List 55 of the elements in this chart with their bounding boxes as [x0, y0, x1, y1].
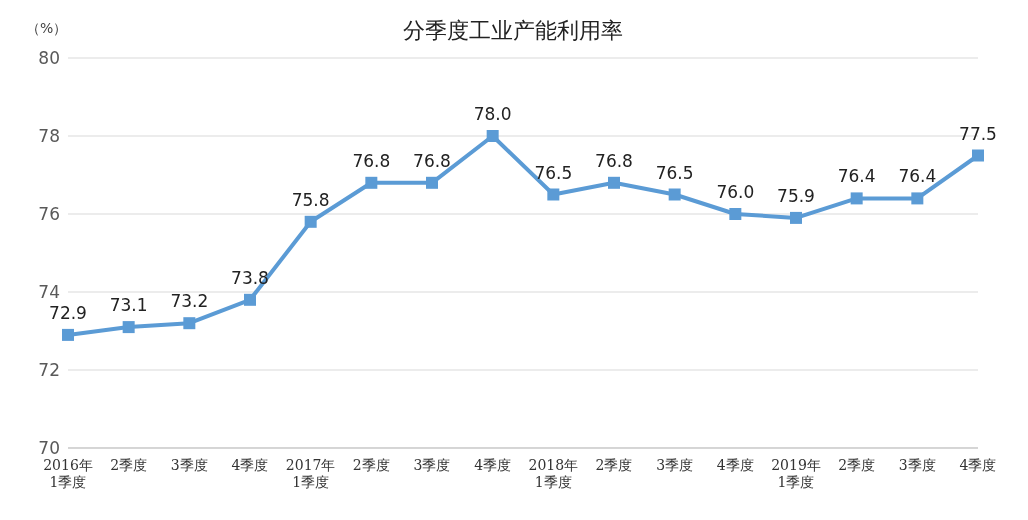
point: [486, 130, 499, 142]
x-tick-label: 2017年 1季度: [285, 457, 336, 490]
data-label: 76.4: [837, 166, 876, 187]
data-label: 77.5: [959, 123, 997, 144]
y-tick-label: 74: [38, 282, 60, 303]
point: [668, 188, 681, 201]
data-label: 76.5: [655, 162, 694, 183]
data-label: 73.2: [170, 291, 209, 312]
point: [608, 176, 620, 189]
x-tick-label: 2019年 1季度: [771, 457, 821, 490]
point: [547, 188, 560, 201]
data-label: 76.5: [534, 162, 573, 183]
data-label: 76.8: [413, 150, 451, 171]
x-tick-label: 3季度: [898, 457, 936, 473]
point: [729, 208, 742, 220]
x-tick-label: 2季度: [838, 457, 876, 473]
point: [122, 321, 135, 334]
x-tick-label: 3季度: [170, 457, 208, 473]
data-label: 76.8: [352, 150, 391, 171]
y-tick-label: 70: [38, 438, 60, 459]
data-label: 75.8: [291, 189, 330, 210]
x-tick-label: 3季度: [413, 457, 451, 473]
data-label: 73.1: [109, 295, 148, 316]
y-tick-label: 72: [38, 360, 60, 381]
x-tick-label: 2季度: [595, 457, 633, 473]
point: [183, 317, 196, 330]
point: [304, 215, 317, 228]
x-tick-label: 2018年 1季度: [528, 457, 579, 490]
x-tick-label: 4季度: [716, 457, 754, 473]
data-label: 76.8: [595, 150, 633, 171]
point: [244, 293, 256, 306]
x-tick-label: 2季度: [110, 457, 148, 473]
data-label: 72.9: [49, 302, 87, 323]
point: [790, 211, 802, 224]
x-tick-label: 4季度: [474, 457, 512, 473]
point: [850, 192, 863, 205]
x-tick-label: 2季度: [352, 457, 390, 473]
point: [972, 149, 984, 162]
data-label: 75.9: [777, 185, 815, 206]
x-tick-label: 4季度: [231, 457, 269, 473]
data-label: 78.0: [473, 104, 512, 124]
data-label: 76.4: [898, 166, 937, 187]
point: [365, 176, 378, 189]
y-axis-title: （%）: [26, 20, 68, 38]
y-tick-label: 78: [38, 126, 60, 147]
point: [911, 192, 924, 205]
x-tick-label: 4季度: [959, 457, 997, 473]
chart-title: 分季度工业产能利用率: [403, 18, 623, 43]
y-tick-label: 76: [38, 204, 60, 225]
x-tick-label: 3季度: [656, 457, 694, 473]
point: [62, 328, 74, 341]
y-tick-label: 80: [38, 48, 60, 69]
point: [426, 176, 438, 189]
x-tick-label: 2016年 1季度: [43, 457, 93, 490]
data-label: 76.0: [716, 182, 755, 202]
